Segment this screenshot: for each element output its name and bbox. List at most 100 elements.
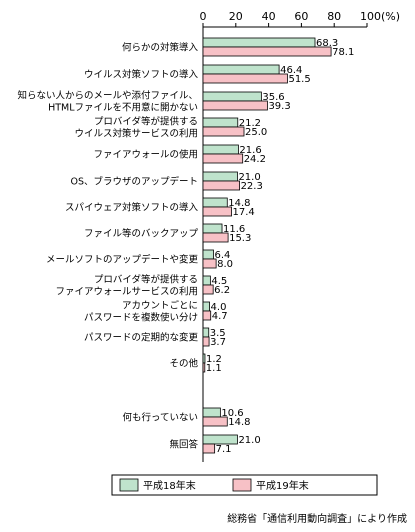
x-tick-label: 0: [200, 10, 207, 23]
category-label: 何らかの対策導入: [122, 42, 199, 54]
bar-series-2: [202, 153, 244, 164]
value-label: 21.0: [238, 435, 260, 446]
bar-series-2: [202, 336, 210, 347]
value-label: 1.1: [206, 363, 222, 374]
category-label: 無回答: [169, 439, 198, 451]
x-tick-label: 20: [229, 10, 243, 23]
bar-series-2: [202, 73, 288, 84]
category-label-line: プロバイダ等が提供する: [94, 274, 198, 286]
value-label: 3.7: [210, 337, 226, 348]
category-label-line: アカウントごとに: [122, 300, 198, 312]
value-label: 39.3: [268, 101, 290, 112]
bar-series-2: [202, 284, 214, 295]
bar-series-2: [202, 362, 206, 373]
value-labels: 68.3 46.4 35.6 21.2 21.6 21.0 14.8 11.6 6.4 4.5 4.…: [206, 38, 355, 455]
category-label-line: メールソフトのアップデートや変更: [46, 254, 199, 266]
value-label: 51.5: [288, 74, 310, 85]
category-label-line: パスワードを複数使い分け: [84, 312, 198, 324]
category-label-line: プロバイダ等が提供する: [94, 116, 198, 128]
value-label: 11.6: [223, 224, 245, 235]
category-label-line: ウイルス対策ソフトの導入: [84, 69, 199, 81]
x-tick-label: 80: [327, 10, 341, 23]
value-label: 21.0: [238, 172, 260, 183]
bar-series-2: [202, 310, 212, 321]
bar-series-2: [202, 258, 217, 269]
bar-series-2: [202, 232, 229, 243]
bar-series-1: [202, 275, 211, 286]
value-label: 10.6: [221, 408, 243, 419]
category-label: 何も行っていない: [122, 412, 198, 424]
x-tick-label: 60: [294, 10, 308, 23]
category-label-line: ファイアウォールの使用: [93, 149, 198, 161]
legend: 平成18年末 平成19年末: [111, 474, 378, 496]
bar-series-2: [202, 416, 228, 427]
value-label: 15.3: [229, 233, 251, 244]
value-label: 14.8: [228, 417, 250, 428]
bar-series-1: [202, 434, 238, 445]
category-label: ウイルス対策ソフトの導入: [84, 69, 199, 81]
value-label: 68.3: [316, 38, 338, 49]
value-label: 14.8: [228, 198, 250, 209]
bar-series-1: [202, 37, 316, 48]
value-label: 4.5: [211, 276, 227, 287]
bar-series-1: [202, 353, 206, 364]
category-label-line: 何も行っていない: [122, 412, 198, 424]
value-label: 22.3: [241, 181, 263, 192]
source-note: 総務省「通信利用動向調査」により作成: [227, 514, 407, 525]
bar-series-2: [202, 100, 268, 111]
x-tick-label: 40: [262, 10, 276, 23]
value-label: 46.4: [280, 65, 302, 76]
value-label: 4.7: [212, 311, 228, 322]
category-label-line: HTMLファイルを不用意に開かない: [48, 102, 198, 114]
bars: [202, 37, 332, 454]
legend-swatch: [119, 478, 139, 492]
category-label-line: OS、ブラウザのアップデート: [70, 176, 198, 188]
bar-series-1: [202, 223, 223, 234]
legend-label: 平成18年末: [143, 479, 196, 492]
bar-series-1: [202, 171, 238, 182]
category-label: ファイアウォールの使用: [93, 149, 198, 161]
category-label: ファイル等のバックアップ: [84, 228, 199, 240]
value-label: 6.2: [214, 285, 230, 296]
category-label-line: ファイアウォールサービスの利用: [55, 286, 198, 298]
category-label-line: 知らない人からのメールや添付ファイル、: [17, 90, 198, 102]
bar-series-1: [202, 117, 239, 128]
bar-series-2: [202, 126, 245, 137]
value-label: 78.1: [332, 47, 354, 58]
category-label-line: パスワードの定期的な変更: [84, 332, 199, 344]
bar-series-1: [202, 144, 239, 155]
category-label: プロバイダ等が提供するウイルス対策サービスの利用: [74, 116, 198, 140]
value-label: 1.2: [206, 354, 222, 365]
legend-swatch: [232, 478, 252, 492]
value-label: 25.0: [245, 127, 267, 138]
bar-series-1: [202, 327, 210, 338]
bar-series-1: [202, 64, 280, 75]
category-label-line: その他: [169, 358, 198, 370]
bar-series-1: [202, 407, 221, 418]
value-label: 4.0: [211, 302, 227, 313]
bar-series-2: [202, 206, 232, 217]
x-tick-label: 100(%): [360, 10, 400, 23]
category-label: 知らない人からのメールや添付ファイル、 HTMLファイルを不用意に開かない: [17, 90, 198, 114]
value-label: 3.5: [210, 328, 226, 339]
value-label: 8.0: [217, 259, 233, 270]
value-label: 17.4: [233, 207, 255, 218]
value-label: 35.6: [262, 92, 284, 103]
bar-series-1: [202, 197, 228, 208]
value-label: 6.4: [214, 250, 230, 261]
value-label: 24.2: [244, 154, 266, 165]
bar-series-1: [202, 301, 210, 312]
bar-series-1: [202, 249, 214, 260]
category-label: アカウントごとにパスワードを複数使い分け: [84, 300, 198, 324]
legend-label: 平成19年末: [256, 479, 309, 492]
x-axis: 0 20 40 60 80 100(%): [200, 10, 400, 27]
value-label: 7.1: [216, 444, 232, 455]
bar-series-2: [202, 443, 216, 454]
category-label: スパイウェア対策ソフトの導入: [65, 202, 199, 214]
bar-series-2: [202, 180, 240, 191]
category-label: パスワードの定期的な変更: [84, 332, 199, 344]
category-label: プロバイダ等が提供するファイアウォールサービスの利用: [55, 274, 198, 298]
category-label-line: 何らかの対策導入: [122, 42, 199, 54]
category-label: OS、ブラウザのアップデート: [70, 176, 198, 188]
category-label-line: スパイウェア対策ソフトの導入: [65, 202, 199, 214]
